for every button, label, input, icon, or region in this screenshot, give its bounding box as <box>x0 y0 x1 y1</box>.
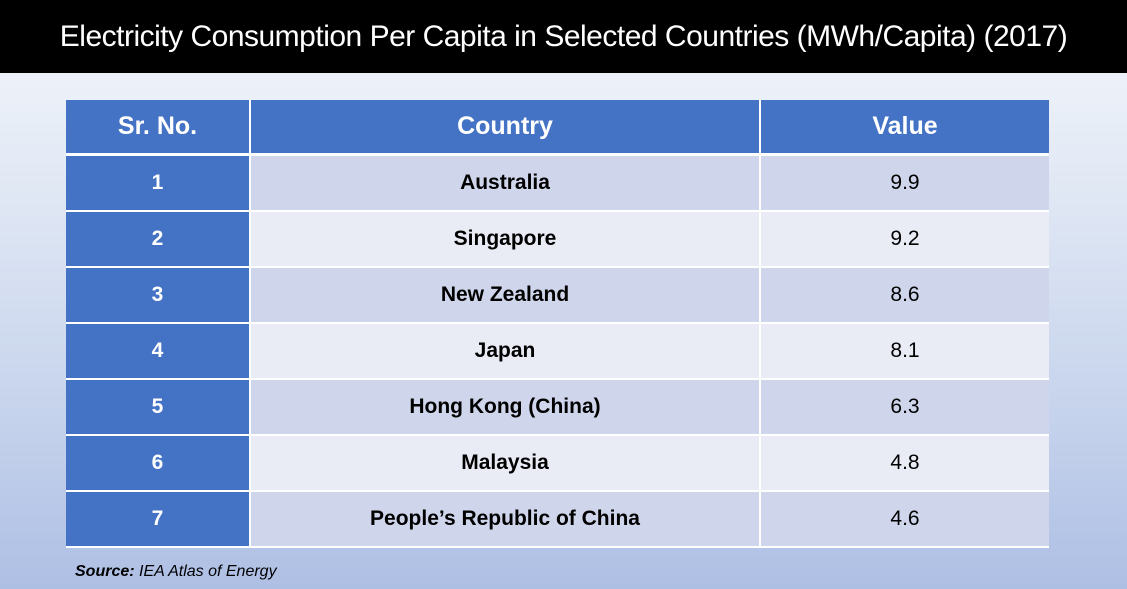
row-country: People’s Republic of China <box>250 491 760 547</box>
row-country: Hong Kong (China) <box>250 379 760 435</box>
table-row: 6 Malaysia 4.8 <box>66 435 1049 491</box>
column-header-country: Country <box>250 100 760 155</box>
row-country: New Zealand <box>250 267 760 323</box>
column-header-sr-no: Sr. No. <box>66 100 250 155</box>
row-value: 4.8 <box>760 435 1049 491</box>
table-row: 3 New Zealand 8.6 <box>66 267 1049 323</box>
row-country: Japan <box>250 323 760 379</box>
title-bar: Electricity Consumption Per Capita in Se… <box>0 0 1127 73</box>
page-title: Electricity Consumption Per Capita in Se… <box>60 20 1067 54</box>
table-row: 4 Japan 8.1 <box>66 323 1049 379</box>
row-value: 4.6 <box>760 491 1049 547</box>
source-note: Source: IEA Atlas of Energy <box>75 563 277 581</box>
table-row: 7 People’s Republic of China 4.6 <box>66 491 1049 547</box>
row-value: 6.3 <box>760 379 1049 435</box>
source-label: Source: <box>75 563 135 580</box>
table-row: 1 Australia 9.9 <box>66 155 1049 212</box>
row-sr-no: 1 <box>66 155 250 212</box>
table-row: 2 Singapore 9.2 <box>66 211 1049 267</box>
row-country: Singapore <box>250 211 760 267</box>
row-country: Malaysia <box>250 435 760 491</box>
table-header-row: Sr. No. Country Value <box>66 100 1049 155</box>
table-row: 5 Hong Kong (China) 6.3 <box>66 379 1049 435</box>
row-value: 9.9 <box>760 155 1049 212</box>
row-sr-no: 4 <box>66 323 250 379</box>
row-sr-no: 7 <box>66 491 250 547</box>
table-header: Sr. No. Country Value <box>66 100 1049 155</box>
row-value: 8.6 <box>760 267 1049 323</box>
row-sr-no: 6 <box>66 435 250 491</box>
source-text: IEA Atlas of Energy <box>139 563 277 580</box>
row-country: Australia <box>250 155 760 212</box>
row-value: 9.2 <box>760 211 1049 267</box>
table-body: 1 Australia 9.9 2 Singapore 9.2 3 New Ze… <box>66 155 1049 548</box>
row-sr-no: 2 <box>66 211 250 267</box>
row-sr-no: 3 <box>66 267 250 323</box>
row-value: 8.1 <box>760 323 1049 379</box>
column-header-value: Value <box>760 100 1049 155</box>
row-sr-no: 5 <box>66 379 250 435</box>
consumption-table: Sr. No. Country Value 1 Australia 9.9 2 … <box>66 100 1049 548</box>
